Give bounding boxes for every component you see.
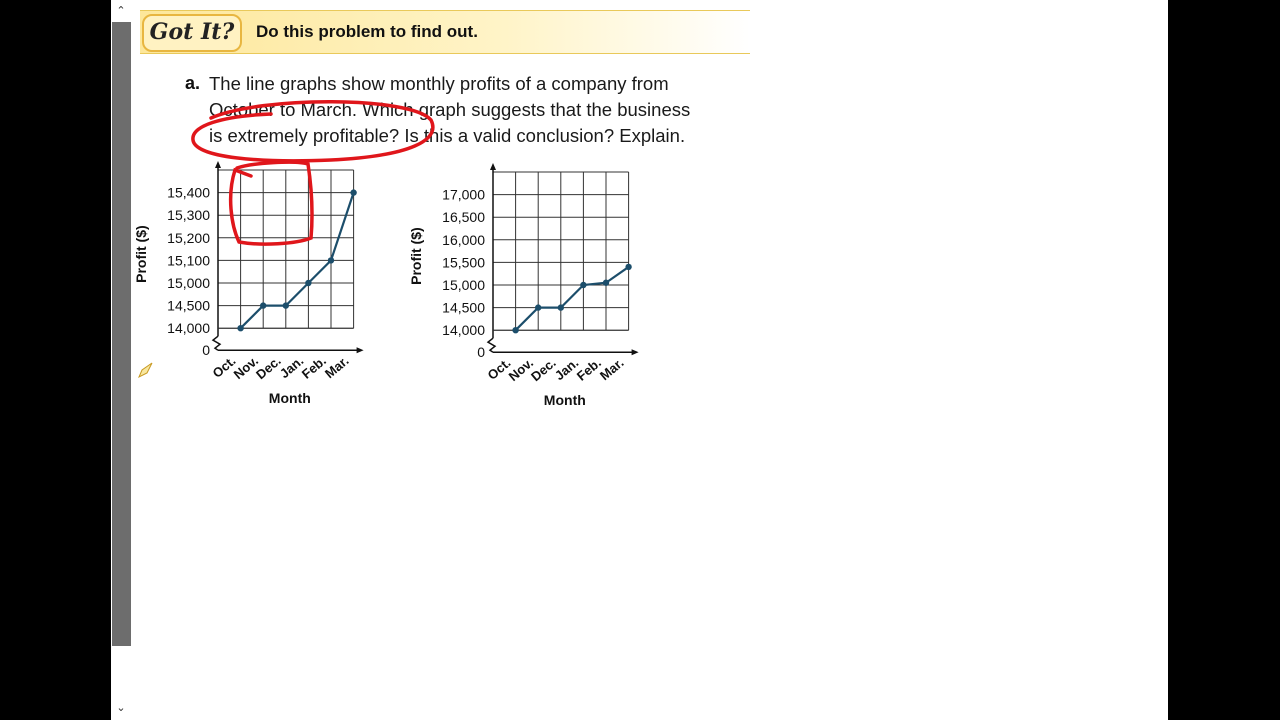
data-point [512, 327, 519, 334]
y-tick-label: 15,000 [442, 277, 485, 293]
y-tick-label: 14,000 [167, 320, 210, 336]
profit-series-line [514, 266, 630, 331]
data-point [580, 281, 587, 289]
banner-instruction: Do this problem to find out. [256, 22, 478, 41]
y-tick-label: 15,200 [167, 230, 210, 246]
y-tick-label: 15,300 [167, 207, 210, 223]
pen-cursor-icon [138, 362, 153, 379]
y-tick-label: 15,000 [167, 275, 210, 291]
y-axis-arrow [215, 161, 221, 168]
y-tick-label: 14,000 [442, 322, 485, 338]
data-point [602, 279, 610, 286]
chevron-down-icon[interactable]: ⌄ [116, 702, 126, 714]
axis-break [486, 337, 497, 353]
data-point [237, 325, 244, 332]
y-tick-label: 15,500 [442, 254, 485, 270]
line-chart-right: 0 14,000 14,500 15,000 15,500 16,000 16,500 17,… [408, 163, 639, 408]
x-axis-arrow [356, 347, 364, 354]
x-tick-label: Mar. [322, 353, 352, 381]
x-tick-label: Mar. [597, 355, 627, 383]
chevron-up-icon[interactable]: ⌃ [116, 5, 126, 17]
got-it-badge: Got It? [142, 14, 242, 52]
problem-letter: a. [185, 73, 201, 93]
problem-text-line: The line graphs show monthly profits of … [209, 73, 669, 94]
y-tick-label: 14,500 [167, 298, 210, 314]
data-point [327, 257, 335, 264]
axes [211, 161, 364, 354]
data-point [535, 304, 542, 311]
got-it-banner: Got It? Do this problem to find out. [140, 10, 750, 54]
axes [486, 163, 639, 356]
y-tick-label: 15,400 [167, 185, 210, 201]
document-page: ⌃ ⌄ Got It? Do this problem to find out.… [111, 0, 1168, 720]
y-tick-label: 15,100 [167, 252, 210, 268]
y-axis-arrow [490, 163, 496, 170]
data-point [260, 302, 267, 309]
data-point [282, 302, 289, 309]
vertical-scrollbar[interactable]: ⌃ ⌄ [111, 0, 132, 720]
y-tick-label: 16,000 [442, 232, 485, 248]
y-axis-label: Profit ($) [408, 227, 424, 285]
profit-series-line [239, 192, 355, 329]
data-point [305, 279, 312, 287]
axis-break [211, 335, 222, 351]
x-axis-label: Month [544, 392, 586, 408]
y-axis-label: Profit ($) [133, 225, 149, 283]
y-tick-label: 17,000 [442, 187, 485, 203]
data-point [625, 263, 632, 271]
x-axis-label: Month [269, 390, 311, 406]
y-tick-label: 0 [477, 344, 485, 360]
line-chart-left: 0 14,000 14,500 15,000 15,100 15,200 15,300 15,… [133, 161, 364, 406]
problem-text-line: is extremely profitable? Is this a valid… [209, 125, 686, 146]
data-point [557, 304, 564, 311]
y-tick-label: 16,500 [442, 209, 485, 225]
y-tick-label: 14,500 [442, 300, 485, 316]
data-point [350, 189, 357, 196]
x-axis-arrow [631, 349, 639, 356]
y-tick-label: 0 [202, 342, 210, 358]
problem-text-line: October to March. Which graph suggests t… [209, 99, 691, 120]
scroll-thumb[interactable] [112, 22, 131, 646]
